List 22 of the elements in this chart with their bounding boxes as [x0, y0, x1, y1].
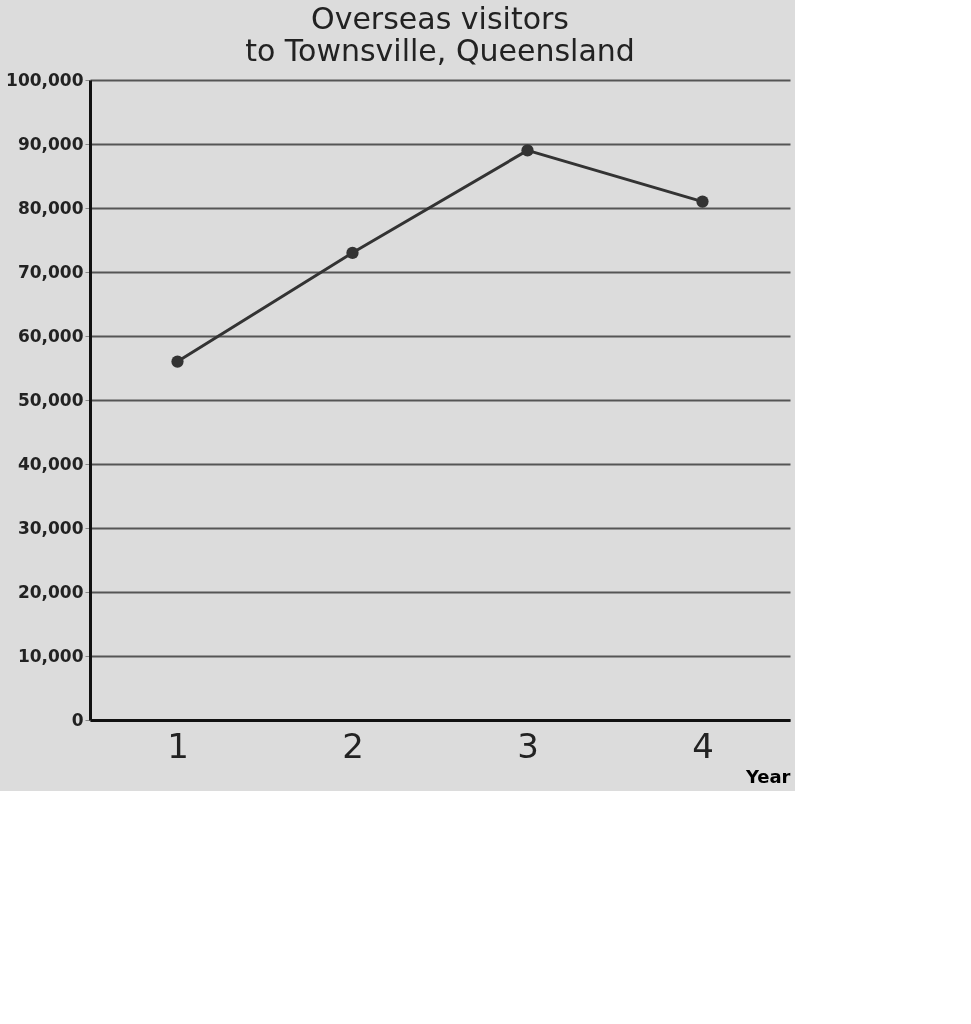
- point: [696, 195, 709, 208]
- x-tick-label: 2: [342, 725, 364, 766]
- y-tick-label: 50,000: [17, 389, 84, 410]
- y-tick-label: 80,000: [17, 197, 84, 218]
- y-tick-label: 60,000: [17, 325, 84, 346]
- x-tick-label: 4: [692, 725, 714, 766]
- y-tick-label: 70,000: [17, 261, 84, 282]
- y-tick-label: 10,000: [17, 645, 84, 666]
- y-tick-label: 20,000: [17, 581, 84, 602]
- y-tick-label: 90,000: [17, 133, 84, 154]
- x-tick-label: 3: [517, 725, 539, 766]
- x-axis-title: Year: [744, 765, 791, 787]
- point: [521, 144, 534, 157]
- point: [171, 355, 184, 368]
- point: [346, 246, 359, 259]
- text: to Townsville, Queensland: [245, 33, 635, 68]
- y-tick-label: 100,000: [6, 69, 84, 90]
- text: Overseas visitors: [311, 1, 569, 36]
- y-tick-label: 40,000: [17, 453, 84, 474]
- x-tick-label: 1: [167, 725, 189, 766]
- y-tick-label: 0: [71, 709, 84, 730]
- y-tick-label: 30,000: [17, 517, 84, 538]
